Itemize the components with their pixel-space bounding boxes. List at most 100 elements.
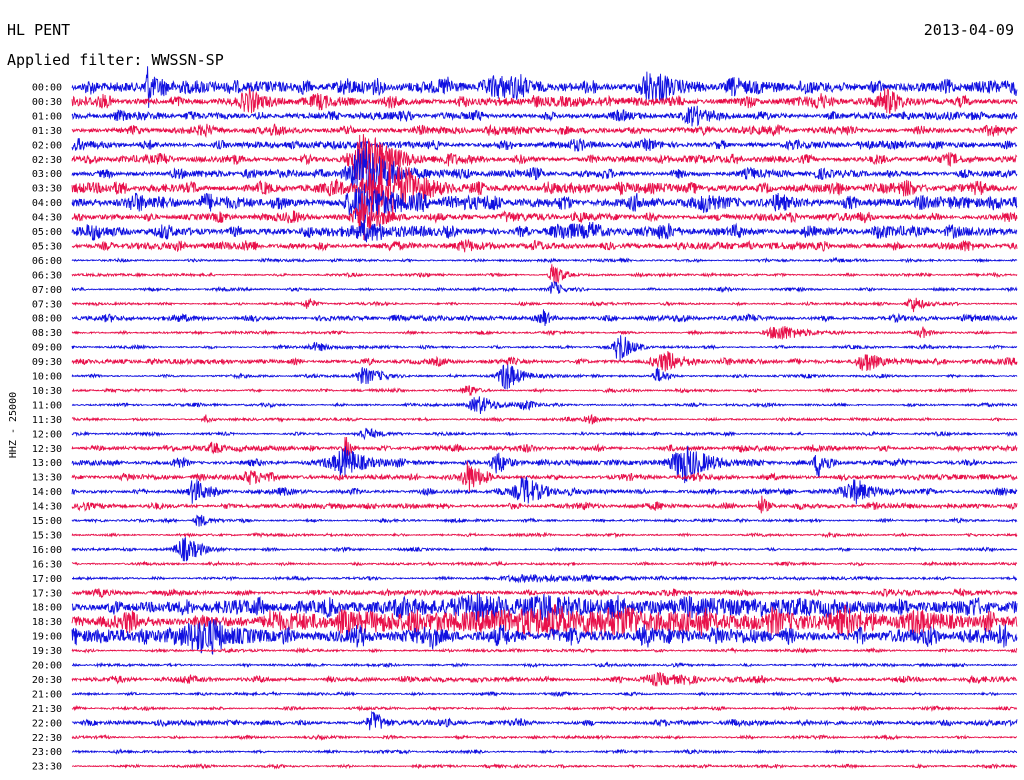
trace-line-0700: [71, 280, 1018, 294]
trace-line-1230: [71, 436, 1018, 458]
trace-line-0830: [71, 325, 1018, 340]
trace-line-1530: [71, 531, 1018, 539]
row-label: 20:00: [32, 661, 62, 672]
row-label: 19:00: [32, 632, 62, 643]
date-label: 2013-04-09: [923, 21, 1014, 39]
trace-line-1430: [71, 495, 1018, 514]
trace-line-0800: [71, 309, 1018, 327]
station-title: HL PENT: [7, 21, 71, 39]
trace-line-0430: [71, 192, 1018, 240]
row-label: 07:00: [32, 285, 62, 296]
row-label: 11:30: [32, 415, 62, 426]
row-label: 01:30: [32, 126, 62, 137]
row-label: 19:30: [32, 646, 62, 657]
trace-line-2030: [71, 671, 1018, 687]
row-label: 06:30: [32, 270, 62, 281]
trace-line-0100: [71, 105, 1018, 127]
row-label: 09:30: [32, 357, 62, 368]
trace-line-1930: [71, 646, 1018, 654]
row-label: 03:00: [32, 169, 62, 180]
row-label: 22:00: [32, 718, 62, 729]
trace-line-0200: [71, 137, 1018, 152]
row-label: 02:30: [32, 155, 62, 166]
row-label: 01:00: [32, 111, 62, 122]
channel-label: HHZ - 25000: [8, 392, 19, 458]
trace-line-0630: [71, 264, 1018, 286]
trace-line-0600: [71, 256, 1018, 264]
row-label: 08:30: [32, 328, 62, 339]
trace-line-2200: [71, 710, 1018, 731]
trace-line-0330: [71, 154, 1018, 218]
trace-line-1800: [71, 592, 1018, 623]
trace-line-0030: [71, 87, 1018, 115]
row-label: 10:00: [32, 372, 62, 383]
row-label: 10:30: [32, 386, 62, 397]
trace-line-1830: [71, 603, 1018, 638]
row-label: 04:00: [32, 198, 62, 209]
row-label: 20:30: [32, 675, 62, 686]
trace-line-2300: [71, 748, 1018, 756]
row-label: 12:00: [32, 429, 62, 440]
row-label: 08:00: [32, 314, 62, 325]
trace-line-0130: [71, 123, 1018, 138]
row-label: 17:00: [32, 574, 62, 585]
row-label: 18:00: [32, 603, 62, 614]
row-label: 22:30: [32, 733, 62, 744]
trace-line-0730: [71, 297, 1018, 313]
trace-line-0230: [71, 133, 1018, 182]
trace-line-1630: [71, 560, 1018, 567]
row-label: 11:00: [32, 400, 62, 411]
row-label: 18:30: [32, 617, 62, 628]
row-label: 00:00: [32, 83, 62, 94]
trace-line-1700: [71, 573, 1018, 584]
trace-line-1900: [71, 618, 1018, 655]
trace-line-1500: [71, 514, 1018, 527]
trace-line-0400: [71, 183, 1018, 223]
trace-line-2100: [71, 690, 1018, 698]
row-label: 17:30: [32, 588, 62, 599]
row-label: 21:30: [32, 704, 62, 715]
filter-label: Applied filter: WWSSN-SP: [7, 51, 224, 69]
trace-line-1730: [71, 587, 1018, 599]
trace-line-1130: [71, 413, 1018, 425]
trace-line-1600: [71, 537, 1018, 562]
row-label: 09:00: [32, 343, 62, 354]
traces: [71, 66, 1018, 770]
row-label: 05:00: [32, 227, 62, 238]
row-label: 14:00: [32, 487, 62, 498]
trace-line-0530: [71, 238, 1018, 253]
trace-line-0000: [71, 66, 1018, 108]
row-label: 21:00: [32, 689, 62, 700]
trace-line-1030: [71, 385, 1018, 397]
row-label: 04:30: [32, 213, 62, 224]
trace-line-2130: [71, 704, 1018, 713]
trace-line-2330: [71, 763, 1018, 770]
row-label: 07:30: [32, 299, 62, 310]
trace-line-0500: [71, 219, 1018, 243]
trace-line-1100: [71, 396, 1018, 415]
trace-line-1300: [71, 445, 1018, 484]
trace-line-1400: [71, 476, 1018, 505]
row-label: 14:30: [32, 502, 62, 513]
row-label: 13:00: [32, 458, 62, 469]
row-label: 15:00: [32, 516, 62, 527]
trace-line-0930: [71, 350, 1018, 372]
row-label: 05:30: [32, 241, 62, 252]
trace-line-1000: [71, 364, 1018, 390]
trace-line-1200: [71, 427, 1018, 441]
trace-line-0300: [71, 144, 1018, 200]
trace-line-0900: [71, 335, 1018, 361]
row-label: 03:30: [32, 184, 62, 195]
row-label: 13:30: [32, 473, 62, 484]
row-label: 16:30: [32, 559, 62, 570]
trace-line-2230: [71, 733, 1018, 741]
row-label: 23:30: [32, 762, 62, 773]
row-label: 15:30: [32, 530, 62, 541]
trace-line-1330: [71, 461, 1018, 493]
row-label: 16:00: [32, 545, 62, 556]
row-label: 02:00: [32, 140, 62, 151]
row-label: 00:30: [32, 97, 62, 108]
trace-line-2000: [71, 661, 1018, 669]
row-label: 06:00: [32, 256, 62, 267]
